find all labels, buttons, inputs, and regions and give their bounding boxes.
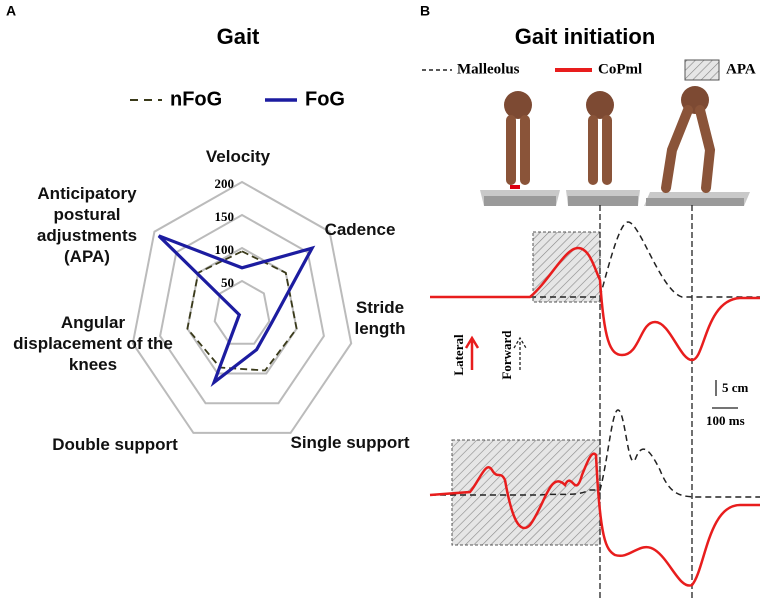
panel-label: B [420,3,430,19]
axis-label: Single support [290,433,410,452]
grid-line [159,213,325,405]
legend-label: FoG [305,88,345,110]
axis-label: Double support [52,435,178,454]
legend-swatch [684,59,720,81]
chart-title: Gait initiation [515,24,656,49]
panel-label: A [6,3,16,19]
annotation: 100 ms [706,413,745,428]
axis-label: Anticipatory postural adjustments (APA) [36,184,138,266]
axis-label: Stride length [354,298,406,338]
illustration [480,86,750,206]
axis-label: Cadence [324,220,396,239]
annotation: Lateral [451,334,466,376]
axis-label: Angular displacement of the knees [13,313,173,374]
grid-line [131,180,353,434]
series-line [186,250,298,372]
annotation: Forward [499,330,514,380]
legend-label: CoPml [598,61,642,77]
r-tick-label: 200 [215,176,235,191]
annotation: 5 cm [722,380,749,395]
legend-label: Malleolus [457,61,520,77]
r-tick-label: 100 [215,242,235,257]
r-tick-label: 150 [215,209,235,224]
legend-label: nFoG [170,88,222,110]
axis-label: Velocity [205,147,271,166]
legend-label: APA [726,61,756,77]
traces [429,205,760,600]
grid-line [213,279,271,345]
chart-title: Gait [217,24,260,49]
r-tick-label: 50 [221,275,234,290]
series-line [157,234,316,388]
